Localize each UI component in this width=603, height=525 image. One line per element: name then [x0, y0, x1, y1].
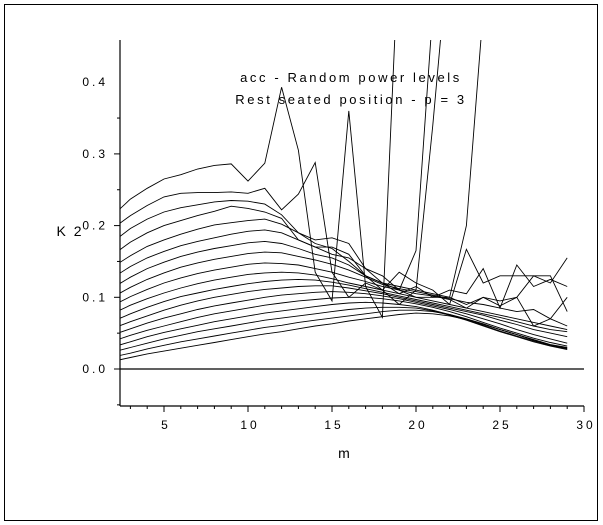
x-axis-ticks: 5 10 15 20 25 30	[129, 406, 595, 432]
series-line-14	[120, 296, 568, 347]
series-line-2	[120, 40, 441, 306]
series-line-15	[120, 301, 568, 349]
x-tick-label: 20	[408, 418, 427, 432]
series-line-9	[120, 262, 568, 327]
series-line-1	[120, 40, 396, 320]
annotation-line-1: acc - Random power levels	[240, 70, 462, 85]
x-axis-title: m	[338, 445, 352, 461]
series-line-7	[120, 240, 568, 312]
series-line-18	[120, 312, 568, 361]
series-line-3	[120, 200, 568, 306]
x-tick-label: 10	[240, 418, 259, 432]
annotation-line-2: Rest seated position - p = 3	[235, 92, 466, 107]
series-line-11	[120, 278, 568, 333]
series-line-13	[120, 291, 568, 344]
series-line-5	[120, 218, 568, 310]
series-group	[120, 40, 568, 361]
x-tick-label: 15	[324, 418, 343, 432]
series-line-10	[120, 271, 568, 331]
y-tick-label: 0.2	[82, 219, 108, 233]
figure-frame	[4, 4, 598, 521]
series-line-4	[120, 40, 432, 291]
y-tick-label: 0.1	[82, 290, 108, 304]
x-tick-label: 25	[492, 418, 511, 432]
x-tick-label: 5	[161, 418, 171, 432]
series-line-16	[120, 306, 568, 351]
y-tick-label: 0.4	[82, 75, 108, 89]
y-tick-label: 0.3	[82, 147, 108, 161]
series-line-12	[120, 285, 568, 338]
y-axis-title: K 2	[56, 223, 83, 239]
x-tick-label: 30	[576, 418, 595, 432]
series-line-8	[120, 251, 568, 327]
series-line-6	[120, 40, 482, 298]
y-tick-label: 0.0	[82, 362, 108, 376]
y-axis-ticks: 0.0 0.1 0.2 0.3 0.4	[82, 75, 120, 406]
